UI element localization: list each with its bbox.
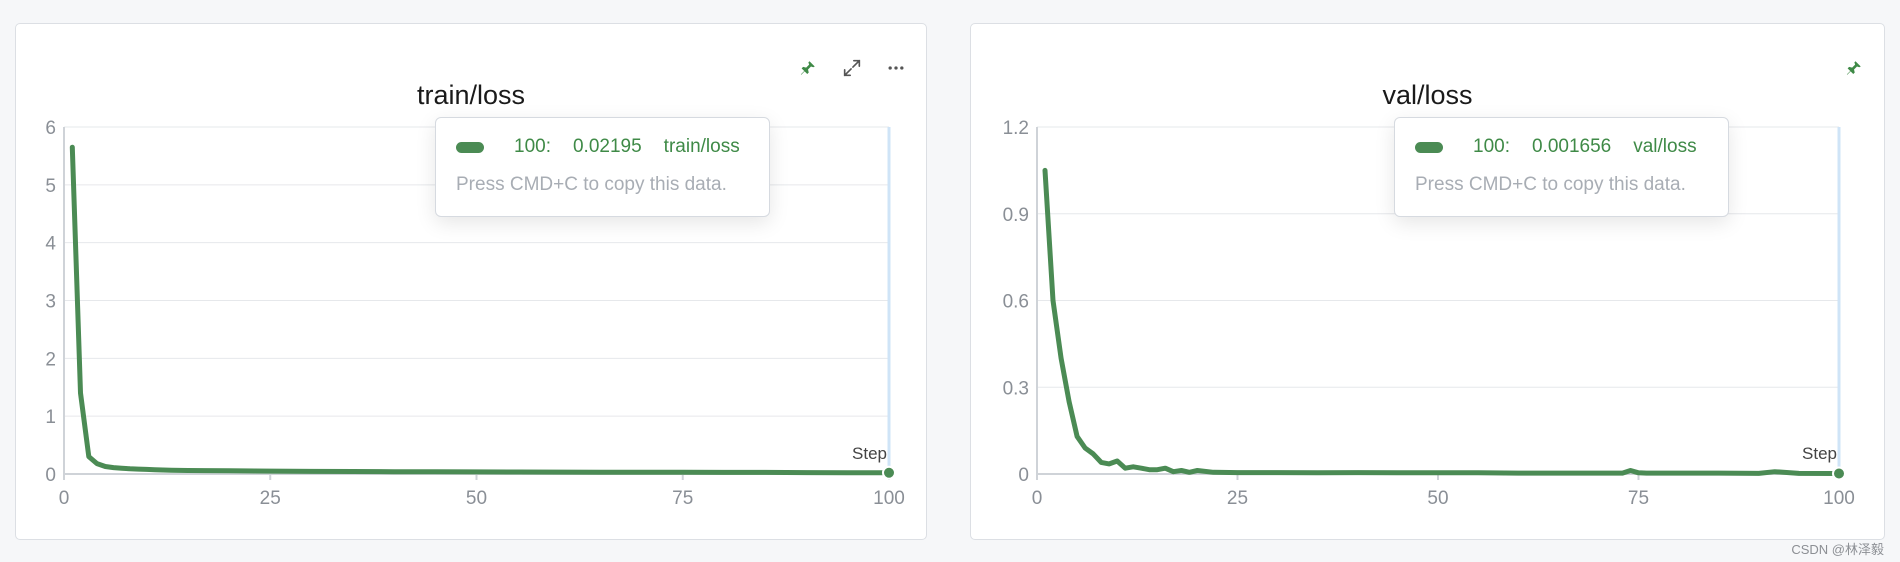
- y-tick-label: 0: [1018, 465, 1029, 486]
- tooltip-series-name: train/loss: [663, 136, 740, 157]
- y-tick-label: 0: [45, 465, 56, 486]
- x-tick-label: 75: [1628, 488, 1649, 509]
- x-axis-label: Step: [852, 444, 887, 463]
- x-tick-label: 75: [672, 488, 693, 509]
- train-loss-panel: train/loss 0 1 2 3 4 5 6 0 25 50 75 100 Step 100: 0.…: [15, 23, 927, 540]
- panel-actions: [796, 56, 908, 80]
- panel-actions: [1842, 56, 1866, 80]
- tooltip-row: 100: 0.001656 val/loss: [1415, 136, 1708, 158]
- tooltip-value: 0.02195: [572, 136, 642, 157]
- tooltip-step: 100:: [514, 136, 551, 157]
- x-tick-label: 50: [466, 488, 487, 509]
- tooltip-hint: Press CMD+C to copy this data.: [456, 174, 727, 195]
- series-line: [69, 144, 892, 476]
- y-tick-label: 1: [45, 407, 56, 428]
- x-axis-label: Step: [1802, 444, 1837, 463]
- x-tick-label: 25: [1227, 488, 1248, 509]
- tooltip-row: 100: 0.02195 train/loss: [456, 136, 749, 158]
- pin-icon[interactable]: [1842, 56, 1866, 80]
- series-swatch: [1415, 141, 1443, 153]
- x-tick-label: 0: [59, 488, 70, 509]
- tooltip-hint: Press CMD+C to copy this data.: [1415, 174, 1686, 195]
- tooltip-value: 0.001656: [1531, 136, 1612, 157]
- x-tick-label: 100: [873, 488, 905, 509]
- tooltip-step: 100:: [1473, 136, 1510, 157]
- x-tick-label: 50: [1427, 488, 1448, 509]
- chart-title: train/loss: [416, 80, 526, 110]
- x-tick-label: 100: [1823, 488, 1855, 509]
- more-icon[interactable]: [884, 56, 908, 80]
- y-tick-label: 5: [45, 176, 56, 197]
- tooltip-series-name: val/loss: [1633, 136, 1697, 157]
- y-tick-label: 0.6: [1003, 292, 1029, 313]
- expand-icon[interactable]: [840, 56, 864, 80]
- y-tick-label: 0.3: [1003, 378, 1029, 399]
- hover-point: [882, 465, 896, 480]
- val-loss-chart[interactable]: 0 0.3 0.6 0.9 1.2 0 25 50 75 100 Step: [971, 24, 1886, 541]
- data-tooltip: 100: 0.02195 train/loss Press CMD+C to c…: [435, 117, 770, 217]
- series-line: [1042, 167, 1842, 476]
- train-loss-chart[interactable]: 0 1 2 3 4 5 6 0 25 50 75 100 Step: [16, 24, 928, 541]
- y-tick-label: 2: [45, 349, 56, 370]
- data-tooltip: 100: 0.001656 val/loss Press CMD+C to co…: [1394, 117, 1729, 217]
- x-tick-label: 0: [1032, 488, 1043, 509]
- y-tick-label: 4: [45, 234, 56, 255]
- val-loss-panel: val/loss 0 0.3 0.6 0.9 1.2 0 25 50 75 100 Step 100…: [970, 23, 1885, 540]
- x-tick-label: 25: [260, 488, 281, 509]
- pin-icon[interactable]: [796, 56, 820, 80]
- hover-point: [1832, 466, 1846, 481]
- watermark: CSDN @林泽毅: [1791, 542, 1884, 557]
- y-tick-label: 0.9: [1003, 205, 1029, 226]
- y-tick-label: 3: [45, 292, 56, 313]
- y-tick-label: 1.2: [1003, 118, 1029, 139]
- y-tick-label: 6: [45, 118, 56, 139]
- series-swatch: [456, 141, 484, 153]
- chart-title: val/loss: [1382, 80, 1473, 110]
